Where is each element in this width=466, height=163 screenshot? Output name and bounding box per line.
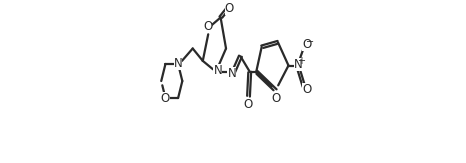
Text: O: O (161, 92, 170, 105)
Text: O: O (225, 2, 234, 15)
Text: −: − (306, 37, 314, 46)
Text: O: O (243, 98, 253, 111)
Text: N: N (227, 67, 236, 80)
Text: N: N (213, 64, 222, 77)
Text: O: O (302, 38, 311, 51)
Text: O: O (272, 92, 281, 105)
Text: +: + (297, 56, 306, 66)
Text: N: N (294, 58, 302, 71)
Text: N: N (174, 58, 183, 70)
Text: O: O (203, 20, 212, 32)
Text: O: O (302, 83, 311, 96)
